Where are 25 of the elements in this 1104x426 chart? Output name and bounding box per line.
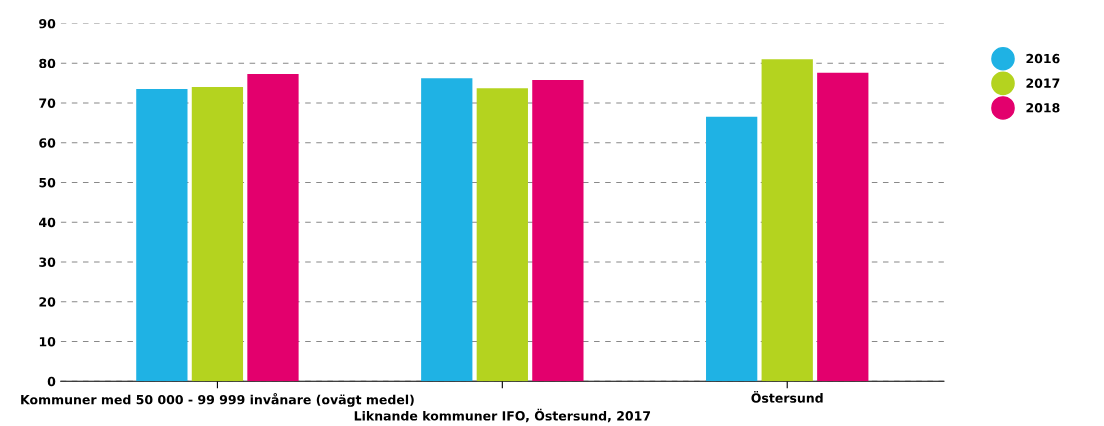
legend-label: 2017 [1026, 78, 1060, 88]
legend-label: 2016 [1026, 53, 1060, 64]
y-tick-label: 10 [39, 336, 56, 347]
y-tick-label: 50 [39, 177, 56, 188]
y-tick-label: 30 [39, 257, 56, 267]
x-axis-title: Liknande kommuner IFO, Östersund, 2017 [354, 408, 651, 423]
x-tick-label: Östersund [751, 391, 823, 403]
bar [476, 88, 528, 382]
bar [817, 72, 869, 382]
bar [191, 87, 244, 382]
y-tick-label: 90 [39, 18, 56, 29]
bar [247, 73, 299, 382]
bar [136, 89, 188, 382]
y-tick-label: 70 [39, 98, 56, 108]
bar [532, 79, 584, 382]
y-tick-label: 40 [39, 217, 56, 228]
bar [761, 59, 813, 382]
bar [706, 116, 758, 382]
y-tick-label: 20 [39, 297, 56, 307]
y-tick-label: 0 [47, 376, 56, 387]
x-tick-label: Kommuner med 50 000 - 99 999 invånare (ovägt medel) [21, 393, 414, 407]
y-tick-label: 80 [39, 58, 56, 69]
legend-label: 2018 [1026, 103, 1060, 113]
bar [421, 78, 473, 382]
y-tick-label: 60 [39, 138, 56, 148]
